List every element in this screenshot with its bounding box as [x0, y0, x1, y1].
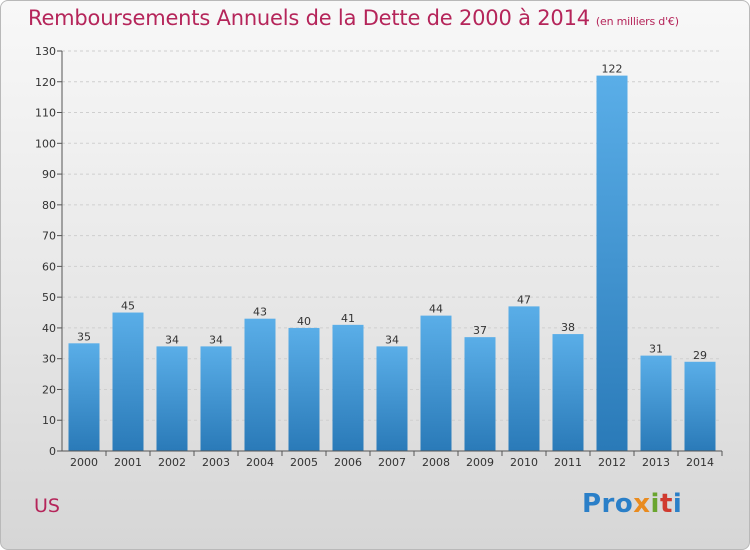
x-tick-label: 2014 [686, 456, 714, 469]
bar [508, 306, 540, 451]
data-label: 35 [77, 330, 91, 343]
commune-name: US [34, 495, 60, 517]
bar [420, 315, 452, 451]
logo-part-1: Pro [582, 489, 634, 519]
data-label: 38 [561, 321, 575, 334]
axes [57, 50, 723, 456]
bar [200, 346, 232, 451]
x-tick-label: 2006 [334, 456, 362, 469]
data-label: 44 [429, 303, 443, 316]
data-label: 40 [297, 315, 311, 328]
x-tick-label: 2013 [642, 456, 670, 469]
y-tick-label: 20 [42, 383, 56, 396]
bar [596, 75, 628, 451]
chart-title-text: Remboursements Annuels de la Dette de 20… [28, 6, 590, 30]
x-tick-label: 2007 [378, 456, 406, 469]
bar [244, 318, 276, 451]
data-label: 34 [165, 333, 179, 346]
y-tick-label: 100 [35, 137, 56, 150]
x-tick-label: 2012 [598, 456, 626, 469]
x-tick-label: 2002 [158, 456, 186, 469]
y-tick-label: 60 [42, 260, 56, 273]
proxiti-logo: Proxiti [582, 489, 682, 519]
data-label: 37 [473, 324, 487, 337]
x-tick-label: 2009 [466, 456, 494, 469]
chart-subtitle: (en milliers d'€) [595, 15, 679, 28]
bar [684, 361, 716, 451]
x-tick-label: 2010 [510, 456, 538, 469]
y-tick-label: 40 [42, 322, 56, 335]
x-tick-label: 2004 [246, 456, 274, 469]
bar [68, 343, 100, 451]
y-tick-label: 0 [49, 445, 56, 458]
bar [640, 355, 672, 451]
y-tick-label: 90 [42, 168, 56, 181]
x-tick-label: 2003 [202, 456, 230, 469]
logo-part-5: i [672, 489, 683, 519]
data-label: 45 [121, 300, 135, 313]
data-label: 41 [341, 312, 355, 325]
y-tick-label: 130 [35, 45, 56, 58]
data-label: 29 [693, 349, 707, 362]
data-label: 43 [253, 306, 267, 319]
x-tick-label: 2008 [422, 456, 450, 469]
bar [156, 346, 188, 451]
bar [288, 327, 320, 451]
chart-title: Remboursements Annuels de la Dette de 20… [28, 6, 679, 30]
logo-part-2: x [633, 489, 651, 519]
data-label: 34 [209, 333, 223, 346]
bar [112, 312, 144, 451]
data-label: 122 [602, 63, 623, 76]
bar [552, 334, 584, 451]
x-tick-label: 2000 [70, 456, 98, 469]
bar [464, 337, 496, 451]
data-label: 34 [385, 333, 399, 346]
y-tick-label: 120 [35, 76, 56, 89]
y-tick-label: 30 [42, 353, 56, 366]
y-tick-label: 110 [35, 107, 56, 120]
logo-part-3: i [650, 489, 660, 519]
bar [332, 324, 364, 451]
y-tick-label: 70 [42, 230, 56, 243]
labels: 0 10 20 30 40 50 60 70 80 90 100 110 120 130 35 2000 45 2… [35, 45, 714, 469]
y-tick-label: 10 [42, 414, 56, 427]
data-label: 31 [649, 343, 663, 356]
bars [68, 75, 716, 451]
x-tick-label: 2011 [554, 456, 582, 469]
data-label: 47 [517, 293, 531, 306]
y-tick-label: 50 [42, 291, 56, 304]
x-tick-label: 2005 [290, 456, 318, 469]
x-tick-label: 2001 [114, 456, 142, 469]
logo-part-4: t [659, 489, 673, 519]
bar [376, 346, 408, 451]
y-tick-label: 80 [42, 199, 56, 212]
